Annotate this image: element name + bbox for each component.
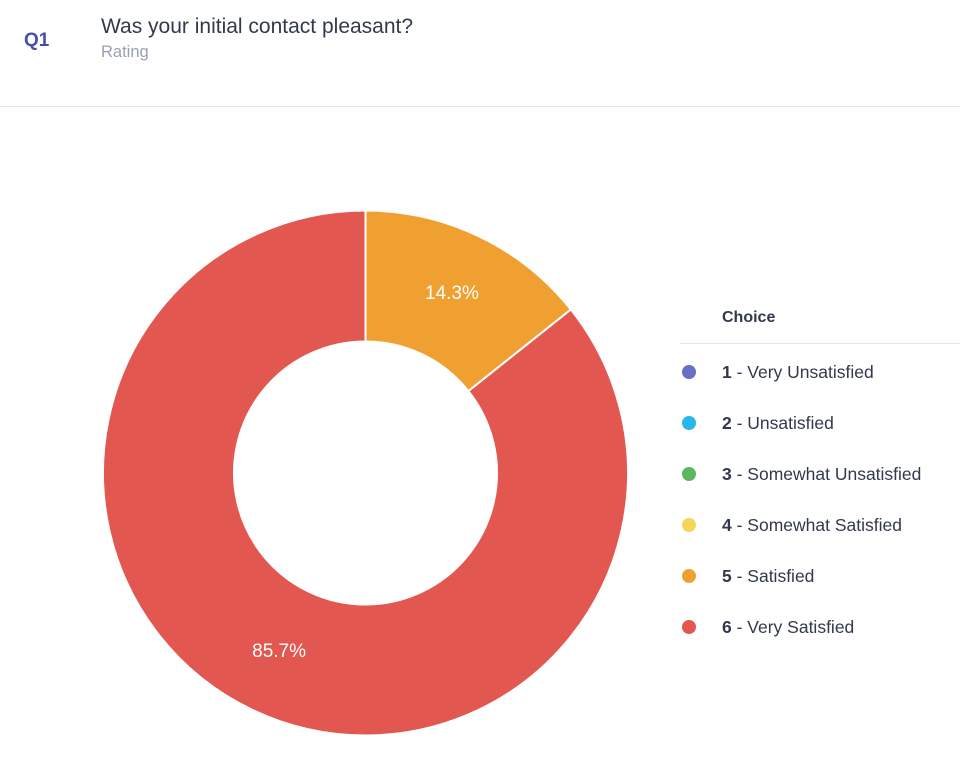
svg-text:14.3%: 14.3% <box>425 283 479 304</box>
svg-text:85.7%: 85.7% <box>252 641 306 662</box>
